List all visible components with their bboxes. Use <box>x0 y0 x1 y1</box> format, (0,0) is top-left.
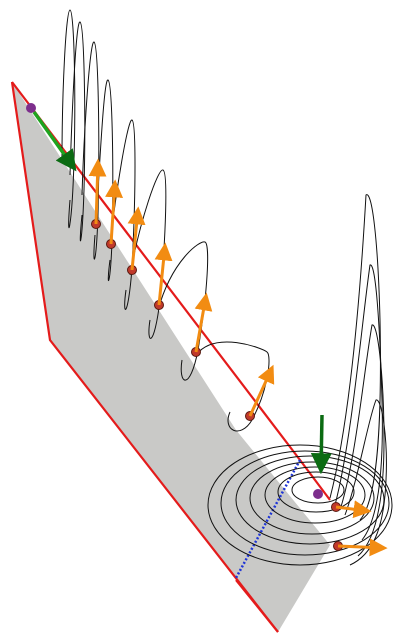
orange-arrow-icon <box>88 158 107 225</box>
trajectory-loops <box>61 9 270 432</box>
orange-arrow-icon <box>194 292 213 353</box>
trajectory-loop <box>61 9 76 228</box>
purple-dot-icon <box>26 103 36 113</box>
plane-edge-top <box>10 81 279 633</box>
orange-arrow-icon <box>337 538 388 557</box>
plane-edge-lower <box>236 630 278 632</box>
trajectory-loop <box>129 169 167 339</box>
bowl-riser <box>344 399 387 566</box>
bowl-loop <box>220 450 390 556</box>
bowl-loop <box>207 444 393 566</box>
orange-arrow-icon <box>105 179 124 245</box>
bowl-riser <box>339 324 385 557</box>
trajectory-loop <box>95 79 114 281</box>
trajectory-loop <box>109 119 136 310</box>
force-vectors <box>88 158 388 557</box>
green-arrow-icon <box>32 110 77 172</box>
green-arrow-icon <box>310 414 332 475</box>
bowl-riser <box>334 264 383 541</box>
orange-arrow-icon <box>248 364 275 417</box>
plane-edge-left-base <box>235 579 279 633</box>
orange-arrow-icon <box>335 500 372 519</box>
trajectory-loop <box>69 21 86 242</box>
orange-arrow-icon <box>127 206 146 271</box>
purple-dot-icon <box>313 489 323 499</box>
trajectory-bowl <box>207 194 393 566</box>
trajectory-loop <box>157 241 209 381</box>
bowl-loop <box>291 476 345 504</box>
orange-arrow-icon <box>154 242 173 306</box>
bowl-loop <box>235 455 385 545</box>
bowl-riser <box>329 194 381 521</box>
inclined-plane <box>12 82 330 632</box>
trajectory-loop <box>81 41 100 260</box>
